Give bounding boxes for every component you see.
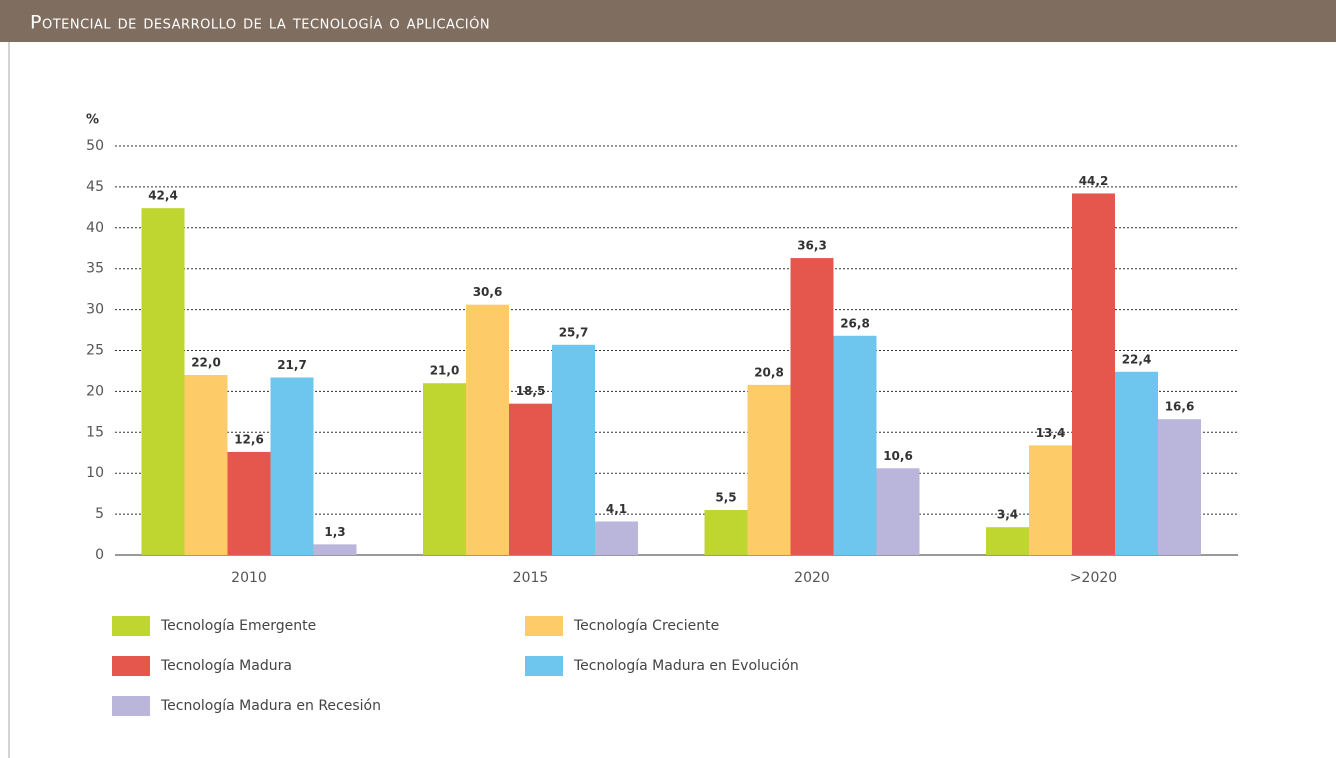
- y-tick-label: 30: [86, 302, 104, 318]
- legend-swatch: [112, 616, 150, 636]
- value-label: 25,7: [559, 325, 589, 339]
- value-label: 12,6: [234, 432, 264, 446]
- bar: [270, 377, 314, 555]
- value-label: 13,4: [1036, 426, 1066, 440]
- value-label: 20,8: [754, 365, 784, 379]
- value-label: 5,5: [715, 491, 736, 505]
- bar: [1029, 445, 1072, 555]
- legend-label: Tecnología Madura: [160, 658, 292, 674]
- y-axis-label: %: [86, 113, 99, 128]
- bar: [833, 335, 877, 555]
- value-label: 21,0: [430, 364, 460, 378]
- x-tick-label: >2020: [1070, 570, 1117, 586]
- y-tick-label: 5: [95, 506, 104, 522]
- bar: [1115, 371, 1158, 555]
- y-tick-label: 40: [86, 220, 104, 236]
- bar: [509, 403, 552, 555]
- y-tick-label: 20: [86, 383, 104, 399]
- bar: [595, 521, 638, 555]
- y-tick-label: 10: [86, 465, 104, 481]
- bar: [423, 383, 466, 555]
- value-label: 26,8: [840, 316, 870, 330]
- header-bar: [0, 0, 1336, 42]
- legend-swatch: [525, 616, 563, 636]
- value-label: 1,3: [324, 525, 345, 539]
- x-tick-label: 2010: [231, 570, 267, 586]
- legend-swatch: [112, 696, 150, 716]
- value-label: 21,7: [277, 358, 307, 372]
- x-tick-label: 2015: [513, 570, 549, 586]
- bar: [704, 510, 748, 555]
- value-label: 30,6: [473, 285, 503, 299]
- value-label: 36,3: [797, 239, 827, 253]
- bar: [1158, 419, 1201, 555]
- legend-swatch: [112, 656, 150, 676]
- y-tick-label: 35: [86, 261, 104, 277]
- bar: [313, 544, 357, 555]
- value-label: 18,5: [516, 384, 546, 398]
- value-label: 42,4: [148, 189, 178, 203]
- value-label: 3,4: [997, 508, 1018, 522]
- y-tick-label: 0: [95, 547, 104, 563]
- bar: [552, 344, 595, 555]
- chart-title: Potencial de desarrollo de la tecnología…: [30, 12, 490, 34]
- value-label: 4,1: [606, 502, 627, 516]
- value-label: 22,0: [191, 356, 221, 370]
- value-label: 22,4: [1122, 352, 1152, 366]
- bar: [876, 468, 920, 555]
- y-tick-label: 25: [86, 343, 104, 359]
- bar: [790, 258, 834, 555]
- bar: [141, 208, 185, 555]
- bar: [986, 527, 1029, 555]
- value-label: 16,6: [1165, 400, 1195, 414]
- y-tick-label: 50: [86, 138, 104, 154]
- bar: [1072, 193, 1115, 555]
- bar: [466, 304, 509, 555]
- value-label: 44,2: [1079, 174, 1109, 188]
- legend-label: Tecnología Madura en Evolución: [573, 658, 799, 674]
- legend-swatch: [525, 656, 563, 676]
- value-label: 10,6: [883, 449, 913, 463]
- legend-label: Tecnología Madura en Recesión: [160, 698, 381, 714]
- y-tick-label: 15: [86, 424, 104, 440]
- bar: [747, 384, 791, 555]
- y-tick-label: 45: [86, 179, 104, 195]
- legend-label: Tecnología Creciente: [573, 618, 719, 634]
- legend-label: Tecnología Emergente: [160, 618, 316, 634]
- bar: [227, 451, 271, 555]
- bar: [184, 375, 228, 555]
- x-tick-label: 2020: [794, 570, 830, 586]
